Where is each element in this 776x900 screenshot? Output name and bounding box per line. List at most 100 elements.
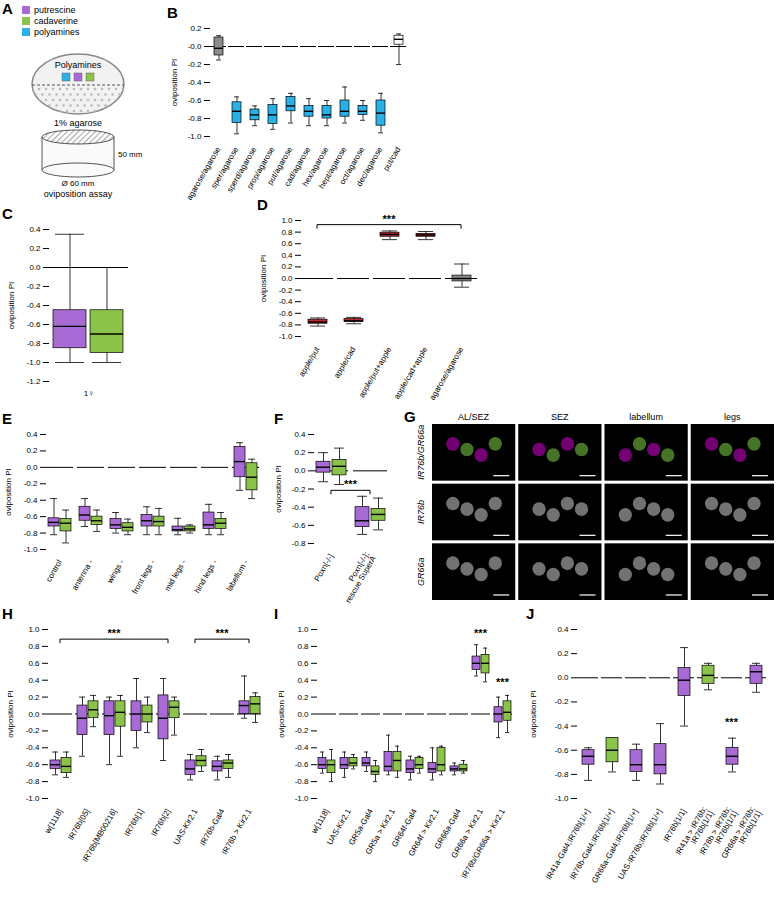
svg-text:0.6: 0.6 [281,239,293,248]
svg-text:0.4: 0.4 [281,251,293,260]
svg-text:oviposition PI: oviposition PI [274,465,283,513]
svg-text:AL/SEZ: AL/SEZ [458,412,490,422]
svg-text:0.4: 0.4 [29,225,41,234]
svg-text:0.2: 0.2 [29,244,41,253]
svg-text:UAS-IR76b;IR76b[1/+]: UAS-IR76b;IR76b[1/+] [616,807,664,881]
svg-text:-1.0: -1.0 [555,794,569,803]
svg-text:-0.8: -0.8 [295,777,309,786]
svg-text:***: *** [496,676,510,688]
svg-text:IR76b > Kir2.1: IR76b > Kir2.1 [220,807,254,856]
svg-text:-0.8: -0.8 [292,539,306,548]
svg-text:1.0: 1.0 [281,216,293,225]
svg-text:0.8: 0.8 [28,642,40,651]
svg-text:GR66a-Gal4;IR76b[1/+]: GR66a-Gal4;IR76b[1/+] [590,807,640,884]
svg-text:0.0: 0.0 [281,274,293,283]
svg-text:mid legs -: mid legs - [163,558,188,593]
svg-text:oviposition PI: oviposition PI [6,690,15,738]
svg-text:-1.0: -1.0 [27,358,41,367]
svg-text:***: *** [725,716,739,728]
svg-text:IR76b[MB00216]: IR76b[MB00216] [81,807,119,864]
svg-text:0.2: 0.2 [557,649,569,658]
svg-text:IR76b/GR66a > Kir2.1: IR76b/GR66a > Kir2.1 [460,807,508,880]
svg-text:GR66a: GR66a [416,557,426,586]
svg-text:-0.8: -0.8 [24,529,38,538]
svg-text:Poxn[-/-]: Poxn[-/-] [313,552,336,583]
svg-text:apple/cad: apple/cad [332,345,357,380]
svg-text:0.2: 0.2 [190,24,202,33]
svg-text:-0.4: -0.4 [295,743,309,752]
svg-text:dec/agarose: dec/agarose [355,145,385,188]
svg-text:oviposition PI: oviposition PI [259,255,268,303]
svg-text:IR76b[05]: IR76b[05] [66,807,91,842]
svg-text:-0.4: -0.4 [24,496,38,505]
svg-text:GR5a > Kir2.1: GR5a > Kir2.1 [364,807,398,856]
svg-text:UAS-Kir2.1: UAS-Kir2.1 [172,807,200,847]
svg-text:0.8: 0.8 [297,642,309,651]
svg-text:-0.2: -0.2 [292,485,306,494]
svg-text:-0.8: -0.8 [27,339,41,348]
svg-text:-0.2: -0.2 [26,726,40,735]
svg-text:-0.2: -0.2 [27,282,41,291]
svg-text:***: *** [344,478,358,490]
svg-text:0.0: 0.0 [29,263,41,272]
svg-text:-0.6: -0.6 [555,746,569,755]
svg-text:0.0: 0.0 [294,466,306,475]
svg-text:0.0: 0.0 [557,673,569,682]
svg-text:-1.0: -1.0 [24,545,38,554]
svg-text:-0.8: -0.8 [279,320,293,329]
svg-text:-0.2: -0.2 [555,697,569,706]
svg-text:0.6: 0.6 [28,659,40,668]
svg-text:labellum: labellum [629,412,663,422]
svg-text:polyamines: polyamines [34,27,80,37]
svg-text:-1.0: -1.0 [279,332,293,341]
svg-text:0.2: 0.2 [294,448,306,457]
svg-text:0.2: 0.2 [297,693,309,702]
svg-text:0.2: 0.2 [28,693,40,702]
svg-text:oviposition PI: oviposition PI [277,690,286,738]
svg-text:-0.0: -0.0 [188,42,202,51]
svg-text:IR76b-Gal4: IR76b-Gal4 [198,807,227,847]
svg-text:oviposition PI: oviposition PI [7,282,16,330]
svg-text:IR76b-Gal4;IR76b[1/+]: IR76b-Gal4;IR76b[1/+] [568,807,616,881]
svg-text:-0.8: -0.8 [26,777,40,786]
svg-text:-0.8: -0.8 [555,770,569,779]
svg-text:-0.6: -0.6 [26,760,40,769]
svg-text:w[1118]: w[1118] [309,807,331,836]
svg-text:hind legs -: hind legs - [193,558,219,595]
svg-text:Poxn[-/-];rescue SuperA: Poxn[-/-];rescue SuperA [337,550,379,605]
svg-text:control: control [44,558,64,583]
svg-text:0.4: 0.4 [26,430,38,439]
svg-text:1♀: 1♀ [84,389,94,398]
svg-text:Ø 60 mm: Ø 60 mm [62,179,95,188]
svg-text:IR76b[2]: IR76b[2] [150,807,173,838]
svg-text:wings -: wings - [105,558,126,586]
svg-text:-0.6: -0.6 [24,512,38,521]
svg-text:-0.2: -0.2 [295,726,309,735]
svg-text:SEZ: SEZ [551,412,569,422]
svg-text:0.4: 0.4 [557,625,569,634]
svg-text:GR64f > Kir2.1: GR64f > Kir2.1 [407,807,442,858]
svg-text:apple/put+apple: apple/put+apple [357,345,394,399]
svg-text:oviposition assay: oviposition assay [44,189,113,199]
svg-text:1.0: 1.0 [297,625,309,634]
svg-text:-1.0: -1.0 [295,794,309,803]
svg-text:0.4: 0.4 [28,676,40,685]
svg-text:IR76b[1]: IR76b[1] [123,807,146,838]
svg-text:-0.4: -0.4 [279,297,293,306]
svg-text:-1.0: -1.0 [26,794,40,803]
svg-text:agarose/agarose: agarose/agarose [428,345,466,402]
svg-text:-0.4: -0.4 [555,722,569,731]
svg-text:-0.4: -0.4 [188,78,202,87]
svg-text:1% agarose: 1% agarose [54,118,102,128]
svg-text:Polyamines: Polyamines [55,60,102,70]
svg-text:cadaverine: cadaverine [34,16,78,26]
svg-text:0.4: 0.4 [297,676,309,685]
svg-text:0.8: 0.8 [281,228,293,237]
svg-text:legs: legs [724,412,741,422]
svg-text:oviposition PI: oviposition PI [4,468,13,516]
svg-text:IR76b: IR76b [416,500,426,524]
svg-text:***: *** [108,627,122,639]
svg-text:0.0: 0.0 [297,710,309,719]
svg-text:-0.4: -0.4 [292,503,306,512]
svg-text:oviposition PI: oviposition PI [529,690,538,738]
